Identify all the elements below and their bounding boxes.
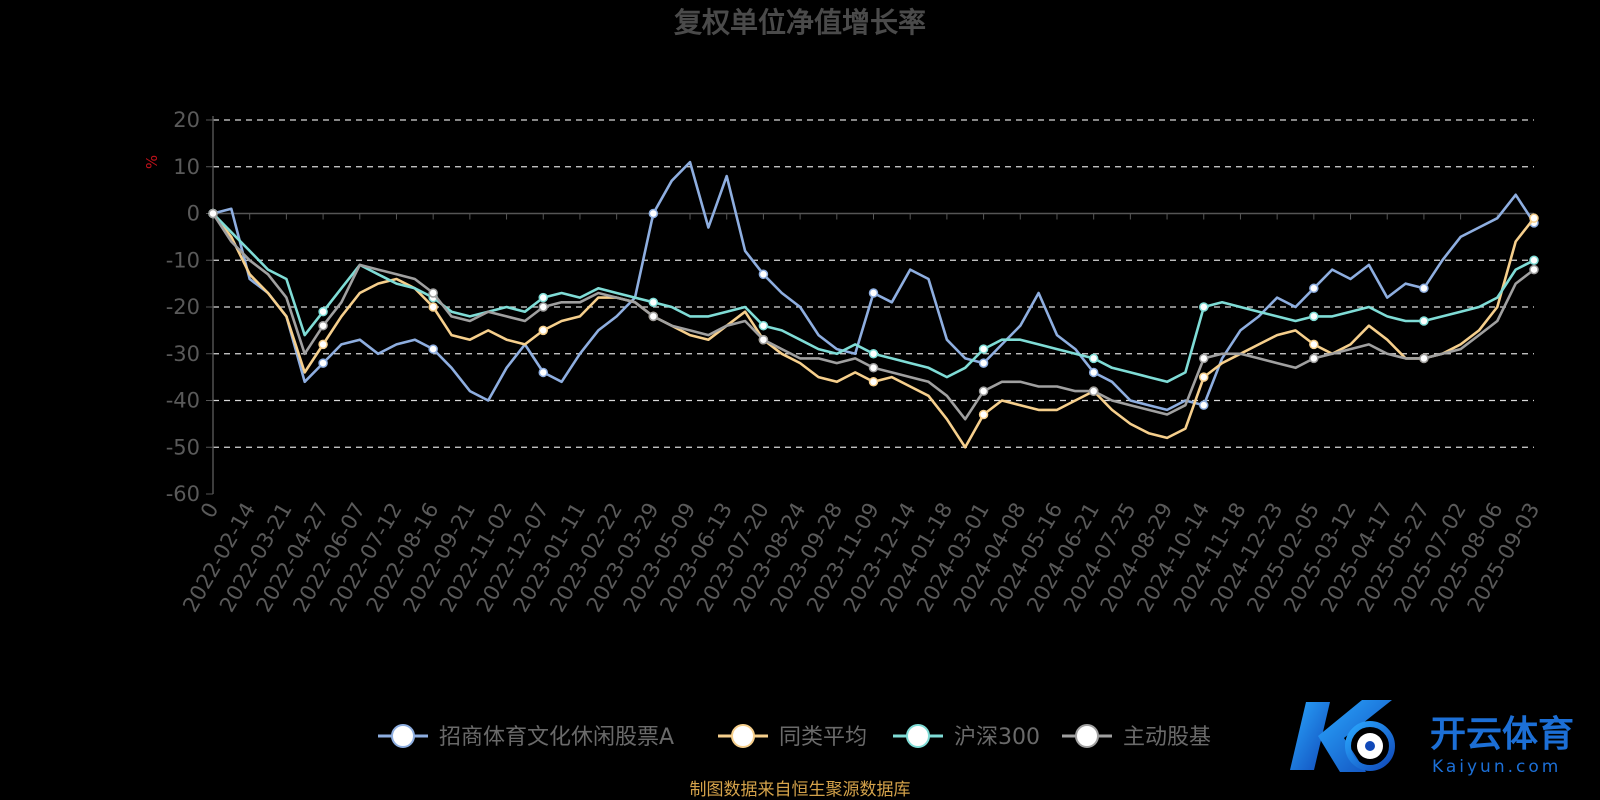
series-3-point <box>1088 386 1099 396</box>
logo: 开云体育 Kaiyun.com <box>1290 700 1574 777</box>
series-3-point <box>1419 353 1429 364</box>
series-3-point <box>868 363 879 373</box>
legend-swatch-marker <box>906 724 930 748</box>
series-0-point <box>1419 283 1429 294</box>
series-3-point <box>538 302 548 312</box>
series-3-point <box>978 386 989 396</box>
series-2-point <box>1529 255 1539 265</box>
series-1-point <box>1199 372 1209 382</box>
series-2-point <box>868 349 879 359</box>
series-2-point <box>978 344 989 354</box>
y-tick-label: -30 <box>166 342 200 366</box>
grid <box>213 119 1534 448</box>
series-2-point <box>758 320 769 331</box>
chart-title: 复权单位净值增长率 <box>674 6 926 39</box>
series-0-point <box>318 358 328 368</box>
y-axis: 20 10 0 -10 -20 -30 -40 -50 -60 <box>166 108 214 506</box>
legend-item-0[interactable]: 招商体育文化休闲股票A <box>378 724 674 750</box>
series-2-point <box>1309 311 1319 322</box>
series-3-point <box>1529 264 1539 275</box>
legend-label: 沪深300 <box>954 725 1040 750</box>
series-2-point <box>1088 353 1099 364</box>
y-tick-label: 10 <box>173 155 200 179</box>
series-1-point <box>868 377 879 387</box>
series-3-point <box>1199 353 1209 364</box>
series-1-point <box>538 325 548 336</box>
legend-swatch-marker <box>391 724 415 748</box>
legend-item-3[interactable]: 主动股基 <box>1062 724 1211 750</box>
series-0-point <box>758 269 769 280</box>
legend-label: 同类平均 <box>779 725 867 750</box>
series-1-point <box>1529 213 1539 223</box>
series-2-point <box>1199 302 1209 312</box>
series-0-point <box>868 288 879 298</box>
y-tick-label: -40 <box>166 389 200 413</box>
series-0-point <box>538 367 548 378</box>
legend-swatch-marker <box>731 724 755 748</box>
y-tick-label: -20 <box>166 295 200 319</box>
series-0-point <box>1199 400 1209 410</box>
series-0-point <box>428 344 438 354</box>
y-tick-label: 20 <box>173 108 200 132</box>
legend-item-1[interactable]: 同类平均 <box>718 724 867 750</box>
series-3-point <box>648 311 659 322</box>
logo-cn-text: 开云体育 <box>1430 714 1574 755</box>
series-2-point <box>1419 316 1429 326</box>
series-1-point <box>1309 339 1319 350</box>
legend[interactable]: 招商体育文化休闲股票A 同类平均 沪深300 主动股基 <box>378 724 1211 750</box>
series-line-1 <box>211 212 1536 449</box>
series-3-point <box>318 320 328 331</box>
logo-en-text: Kaiyun.com <box>1432 757 1561 777</box>
series-3-point <box>758 334 769 345</box>
series-1-point <box>428 302 438 312</box>
legend-label: 招商体育文化休闲股票A <box>439 725 674 750</box>
y-tick-label: -60 <box>166 482 200 506</box>
legend-item-2[interactable]: 沪深300 <box>893 724 1040 750</box>
series-0-point <box>1309 283 1319 294</box>
x-tick-label: 0 <box>196 499 223 523</box>
source-note: 制图数据来自恒生聚源数据库 <box>690 780 911 800</box>
series-1-point <box>318 339 328 350</box>
kaiyun-k-ball-icon <box>1290 700 1395 772</box>
y-tick-label: 0 <box>187 202 200 226</box>
series-2-point <box>318 306 328 317</box>
series-3-point <box>208 208 218 219</box>
y-axis-unit: % <box>143 155 161 169</box>
legend-swatch-marker <box>1075 724 1099 748</box>
legend-label: 主动股基 <box>1123 725 1211 750</box>
series-1-point <box>978 409 989 420</box>
y-tick-label: -50 <box>166 435 200 459</box>
y-tick-label: -10 <box>166 248 200 272</box>
series-2-point <box>648 297 659 308</box>
series-0-point <box>978 358 989 368</box>
series-lines <box>208 160 1539 449</box>
series-0-point <box>648 208 659 219</box>
series-3-point <box>428 288 438 298</box>
series-3-point <box>1309 353 1319 364</box>
series-2-point <box>538 292 548 303</box>
series-0-point <box>1088 367 1099 378</box>
